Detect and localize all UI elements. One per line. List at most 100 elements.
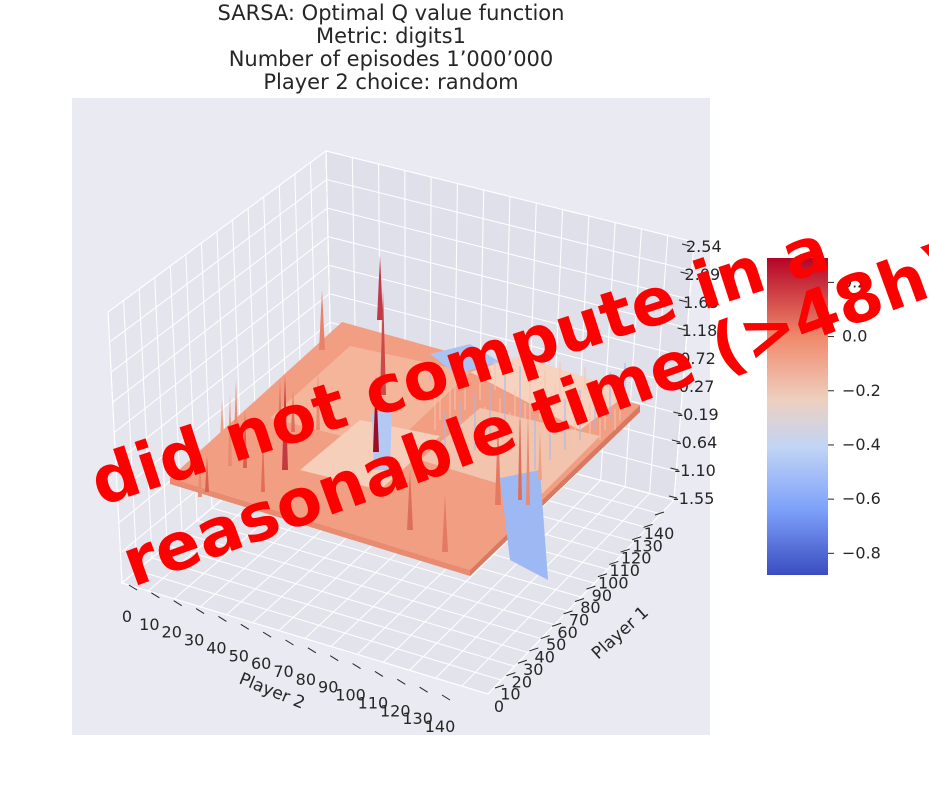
z-tick-label: -1.55 [673, 489, 714, 508]
y-tick-mark [506, 672, 516, 677]
z-tick-mark [678, 299, 688, 303]
surface-dip-blue-2 [500, 470, 548, 580]
wall-grid-line [329, 293, 684, 386]
colorbar-tick-label: −0.8 [842, 543, 881, 562]
surface-spike [243, 410, 247, 468]
x-tick-label: 40 [206, 638, 226, 657]
z-tick-label: 2.54 [686, 237, 722, 256]
x-tick-label: 90 [318, 678, 338, 697]
surface-spike [373, 375, 379, 452]
x-tick-label: 80 [296, 670, 316, 689]
surface-region-a [270, 346, 470, 448]
x-tick-label: 30 [184, 631, 204, 650]
x-tick-mark [128, 584, 138, 591]
x-tick-mark [307, 647, 317, 654]
surface-region-d [300, 420, 440, 490]
title-line-1: SARSA: Optimal Q value function [217, 1, 565, 25]
colorbar-tick-label: −0.4 [842, 435, 881, 454]
x-tick-mark [374, 671, 384, 677]
surface-spike [198, 452, 202, 497]
wall-grid-line [327, 207, 690, 300]
x-tick-mark [352, 663, 361, 669]
wall-grid-line [109, 179, 327, 343]
y-tick-mark [643, 523, 653, 528]
y-tick-label: 70 [569, 611, 589, 630]
wall-grid-line [117, 321, 331, 494]
x-tick-mark [285, 639, 294, 646]
colorbar-tick-label: −0.6 [842, 489, 881, 508]
z-tick-mark [676, 355, 685, 359]
wall-grid-line [113, 264, 329, 433]
z-tick-label: 1.63 [683, 293, 719, 312]
surface-spike [261, 437, 265, 492]
surface-spike [282, 375, 288, 470]
y-tick-mark [529, 647, 539, 652]
z-tick-label: -1.10 [674, 461, 715, 480]
wall-grid-line [624, 228, 642, 487]
y-tick-label: 80 [580, 598, 600, 617]
surface-spike [205, 455, 209, 492]
x-tick-mark [329, 655, 339, 662]
wall-grid-line [110, 207, 328, 373]
colorbar-tick-label: −0.2 [842, 381, 881, 400]
wall-grid-line [325, 150, 695, 243]
surface-spike [538, 430, 542, 480]
z-tick-label: 2.09 [685, 265, 721, 284]
x-tick-mark [151, 592, 160, 599]
z-tick-label: 1.18 [682, 321, 718, 340]
x-tick-mark [441, 694, 451, 701]
x-tick-mark [173, 600, 182, 607]
x-tick-mark [195, 608, 205, 614]
y-tick-mark [654, 511, 665, 516]
y-tick-mark [631, 536, 642, 541]
z-tick-label: 0.72 [680, 349, 716, 368]
y-tick-mark [574, 598, 585, 602]
title-line-2: Metric: digits1 [316, 24, 466, 48]
x-tick-mark [240, 623, 250, 630]
z-tick-mark [670, 467, 679, 471]
y-tick-label: 40 [535, 648, 555, 667]
z-axis-line [673, 241, 695, 501]
x-tick-label: 130 [402, 709, 433, 728]
y-tick-label: 110 [609, 561, 640, 580]
y-tick-label: 60 [557, 623, 577, 642]
x-tick-mark [262, 631, 272, 638]
x-tick-label: 50 [229, 646, 249, 665]
z-tick-mark [681, 243, 691, 247]
wall-grid-line [327, 236, 688, 329]
z-tick-mark [673, 411, 682, 415]
floor-grid-line [409, 479, 602, 671]
title-line-3: Number of episodes 1’000’000 [228, 47, 554, 71]
z-tick-mark [668, 495, 678, 499]
surface-dip-blue [430, 344, 500, 374]
y-tick-mark [586, 585, 596, 590]
surface-region-b [420, 408, 600, 496]
wall-grid-line [138, 288, 153, 559]
surface-spike [442, 495, 448, 552]
surface-spike [380, 290, 386, 395]
surface-spike [377, 255, 383, 320]
y-tick-label: 90 [592, 586, 612, 605]
y-tick-label: 20 [512, 672, 532, 691]
y-tick-mark [563, 610, 573, 615]
wall-grid-line [328, 264, 686, 358]
colorbar-tick-label: 0.2 [842, 272, 867, 291]
y-tick-mark [620, 548, 630, 553]
surface [170, 322, 640, 580]
surface-shade-front-left [170, 478, 470, 576]
colorbar-ticks: 0.2 0.0 −0.2 −0.4 −0.6 −0.8 [828, 272, 881, 562]
wall-grid-line [649, 235, 669, 494]
floor-grid-line [487, 499, 675, 695]
z-tick-mark [674, 383, 683, 387]
x-tick-label: 100 [335, 686, 366, 705]
surface-spike [495, 420, 501, 505]
y-tick-label: 0 [494, 697, 504, 716]
surface-spike [319, 290, 325, 350]
y-tick-mark [540, 635, 550, 640]
floor-grid-line [383, 473, 577, 663]
wall-grid-line [115, 293, 330, 463]
x-tick-label: 140 [425, 717, 456, 736]
z-tick-label: 0.27 [679, 377, 715, 396]
